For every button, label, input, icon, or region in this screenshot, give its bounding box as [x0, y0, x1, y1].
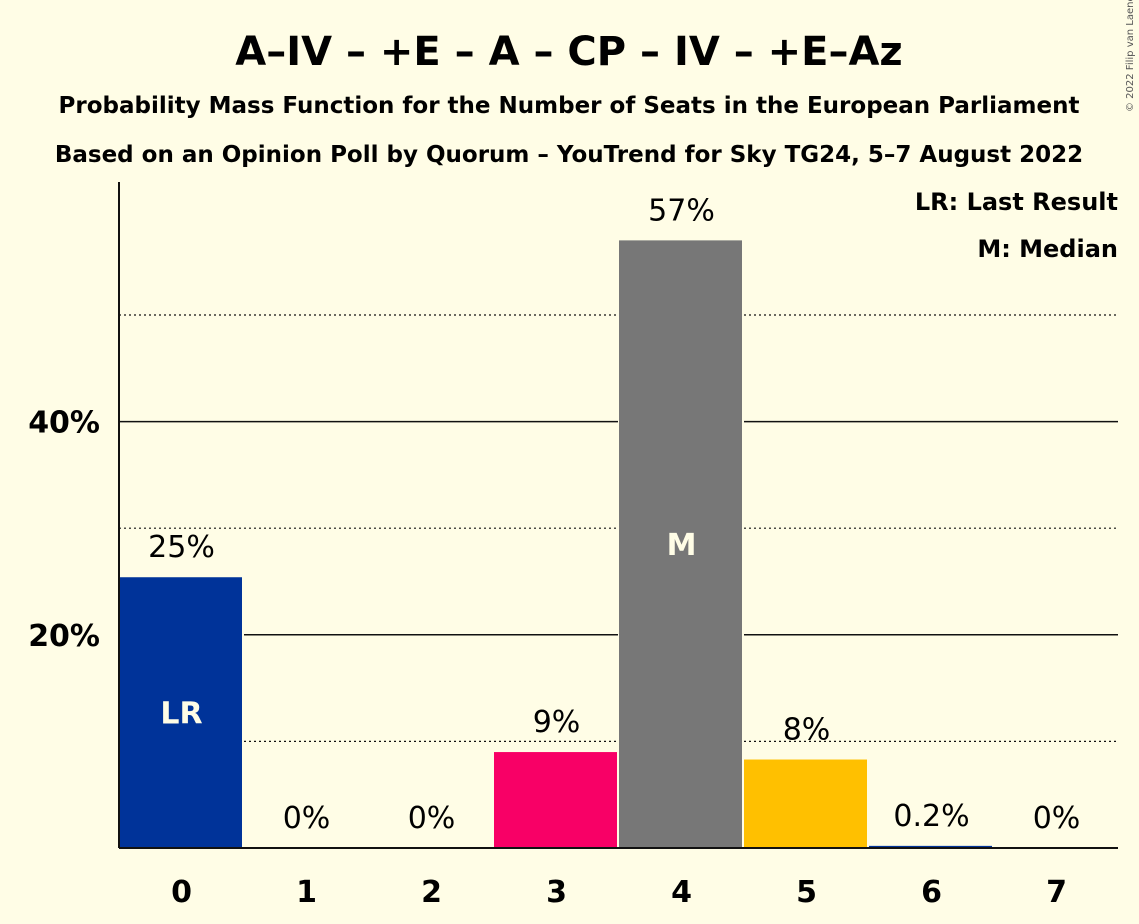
y-tick-20: 20% [28, 619, 100, 654]
x-tick-4: 4 [671, 875, 692, 910]
value-label-3: 9% [533, 705, 581, 740]
bar-3 [494, 752, 617, 848]
value-label-4: 57% [648, 193, 715, 228]
value-label-6: 0.2% [893, 799, 969, 834]
bar-4 [619, 240, 742, 848]
x-tick-1: 1 [296, 875, 317, 910]
in-bar-label-4: M [667, 528, 697, 563]
x-tick-5: 5 [796, 875, 817, 910]
x-axis: 0 1 2 3 4 5 6 7 [119, 847, 1118, 910]
value-label-1: 0% [283, 801, 331, 836]
bar-0 [119, 577, 242, 848]
in-bar-label-0: LR [160, 697, 202, 732]
legend-median: M: Median [977, 235, 1118, 263]
bar-5 [744, 759, 867, 848]
chart-subtitle: Probability Mass Function for the Number… [59, 93, 1080, 119]
chart-title: A–IV – +E – A – CP – IV – +E–Az [235, 29, 902, 75]
x-tick-0: 0 [171, 875, 192, 910]
value-label-7: 0% [1033, 801, 1081, 836]
value-label-2: 0% [408, 801, 456, 836]
value-label-0: 25% [148, 530, 215, 565]
y-tick-40: 40% [28, 406, 100, 441]
y-axis: 20% 40% [28, 182, 120, 848]
value-labels-group: 25% LR 0% 0% 9% 57% M 8% 0.2% 0% [148, 193, 1080, 836]
copyright-text: © 2022 Filip van Laenen [1125, 0, 1136, 112]
x-tick-7: 7 [1046, 875, 1067, 910]
legend-last-result: LR: Last Result [915, 188, 1118, 216]
chart-source: Based on an Opinion Poll by Quorum – You… [55, 142, 1083, 168]
x-tick-6: 6 [921, 875, 942, 910]
x-tick-2: 2 [421, 875, 442, 910]
bar-6 [869, 845, 992, 848]
bars-group [118, 239, 994, 848]
value-label-5: 8% [783, 713, 831, 748]
x-tick-3: 3 [546, 875, 567, 910]
